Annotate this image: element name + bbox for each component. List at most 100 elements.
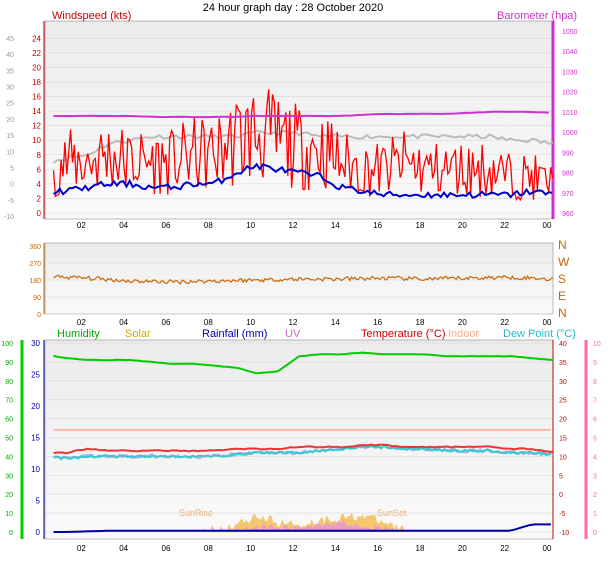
series-layer	[52, 89, 554, 533]
humidity-tick: 100	[1, 341, 13, 348]
x-axis-label: 04	[119, 221, 128, 230]
wind-panel	[44, 20, 554, 220]
wind-kts-tick: 14	[32, 107, 41, 116]
legend-uv: UV	[285, 328, 301, 340]
x-axis-label: 12	[289, 221, 298, 230]
uv-tick: 9	[593, 360, 597, 367]
wind-kts-tick: 16	[32, 93, 41, 102]
direction-letter: W	[558, 255, 570, 269]
humidity-tick: 70	[5, 398, 13, 405]
temperature-tick: 0	[559, 492, 563, 499]
temperature-tick: 30	[559, 379, 567, 386]
barometer-tick: 1030	[562, 69, 578, 76]
humidity-tick: 50	[5, 436, 13, 443]
barometer-line	[53, 110, 549, 119]
wind-outer-tick: 10	[6, 149, 14, 156]
uv-tick: 6	[593, 417, 597, 424]
wind-outer-tick: 40	[6, 52, 14, 59]
x-axis-label: 08	[204, 221, 213, 230]
wind-kts-tick: 4	[37, 180, 42, 189]
x-axis-label: 16	[373, 221, 382, 230]
uv-tick: 4	[593, 454, 597, 461]
windspeed-line	[52, 89, 554, 202]
direction-tick: 90	[33, 295, 41, 302]
wind-outer-tick: 30	[6, 85, 14, 92]
direction-tick: 180	[29, 278, 41, 285]
legend-temperature: Temperature (°C)	[361, 328, 445, 340]
x-axis-label: 14	[331, 221, 340, 230]
x-axis-label: 06	[162, 221, 171, 230]
wind-kts-tick: 22	[32, 49, 41, 58]
uv-tick: 2	[593, 492, 597, 499]
wind-outer-tick: 0	[10, 182, 14, 189]
temperature-tick: 20	[559, 417, 567, 424]
barometer-tick: 990	[562, 150, 574, 157]
rainfall-tick: 30	[31, 339, 40, 348]
temperature-tick: 5	[559, 473, 563, 480]
gust-line	[52, 129, 554, 164]
wind-kts-tick: 24	[32, 34, 41, 43]
direction-tick: 360	[29, 244, 41, 251]
x-axis-label: 10	[246, 221, 255, 230]
x-axis-label: 22	[500, 318, 509, 327]
wind-outer-tick: 45	[6, 36, 14, 43]
wind-kts-tick: 2	[37, 194, 42, 203]
x-axis-label: 08	[204, 318, 213, 327]
x-axis-label: 10	[246, 318, 255, 327]
x-axis-label: 14	[331, 544, 340, 553]
barometer-tick: 1000	[562, 130, 578, 137]
rainfall-tick: 5	[36, 497, 41, 506]
x-axis-label: 18	[416, 318, 425, 327]
barometer-tick: 1050	[562, 29, 578, 36]
x-axis-label: 18	[416, 221, 425, 230]
x-axis-label: 16	[373, 544, 382, 553]
wind-outer-tick: 25	[6, 101, 14, 108]
temperature-tick: 15	[559, 436, 567, 443]
x-axis-label: 20	[458, 318, 467, 327]
uv-tick: 10	[593, 341, 601, 348]
rainfall-tick: 20	[31, 402, 40, 411]
wind-outer-tick: 5	[10, 165, 14, 172]
wind-kts-tick: 8	[37, 151, 42, 160]
temperature-tick: 35	[559, 360, 567, 367]
x-axis-label: 04	[119, 544, 128, 553]
direction-tick: 0	[37, 312, 41, 319]
windspeed-axis-label: Windspeed (kts)	[52, 10, 131, 22]
direction-tick: 270	[29, 261, 41, 268]
humidity-tick: 80	[5, 379, 13, 386]
x-axis-label: 18	[416, 544, 425, 553]
page-title: 24 hour graph day : 28 October 2020	[203, 2, 383, 14]
wind-outer-tick: 35	[6, 68, 14, 75]
humidity-tick: 90	[5, 360, 13, 367]
humidity-tick: 60	[5, 417, 13, 424]
temperature-tick: 40	[559, 341, 567, 348]
humidity-tick: 30	[5, 473, 13, 480]
legend-humidity: Humidity	[57, 328, 100, 340]
wind-direction-line	[53, 274, 554, 285]
x-axis-label: 02	[77, 318, 86, 327]
temperature-tick: -5	[559, 511, 565, 518]
direction-letter: N	[558, 238, 567, 252]
wind-average-line	[53, 162, 553, 199]
humidity-tick: 20	[5, 492, 13, 499]
x-axis-label: 14	[331, 318, 340, 327]
legend-solar: Solar	[125, 328, 151, 340]
direction-letter: S	[558, 272, 566, 286]
x-axis-label: 02	[77, 544, 86, 553]
legend-indoor: Indoor	[448, 328, 480, 340]
x-axis-label: 10	[246, 544, 255, 553]
temperature-tick: 10	[559, 454, 567, 461]
wind-outer-tick: -10	[4, 214, 14, 221]
rainfall-tick: 25	[31, 371, 40, 380]
barometer-tick: 1020	[562, 90, 578, 97]
barometer-tick: 960	[562, 211, 574, 218]
wind-kts-tick: 6	[37, 165, 42, 174]
temperature-tick: -10	[559, 530, 569, 537]
wind-outer-tick: -5	[8, 198, 14, 205]
humidity-tick: 40	[5, 454, 13, 461]
axis-layer: 242220181614121086420454035302520151050-…	[1, 21, 601, 553]
wind-kts-tick: 20	[32, 63, 41, 72]
x-axis-label: 02	[77, 221, 86, 230]
legend-rainfall: Rainfall (mm)	[202, 328, 267, 340]
